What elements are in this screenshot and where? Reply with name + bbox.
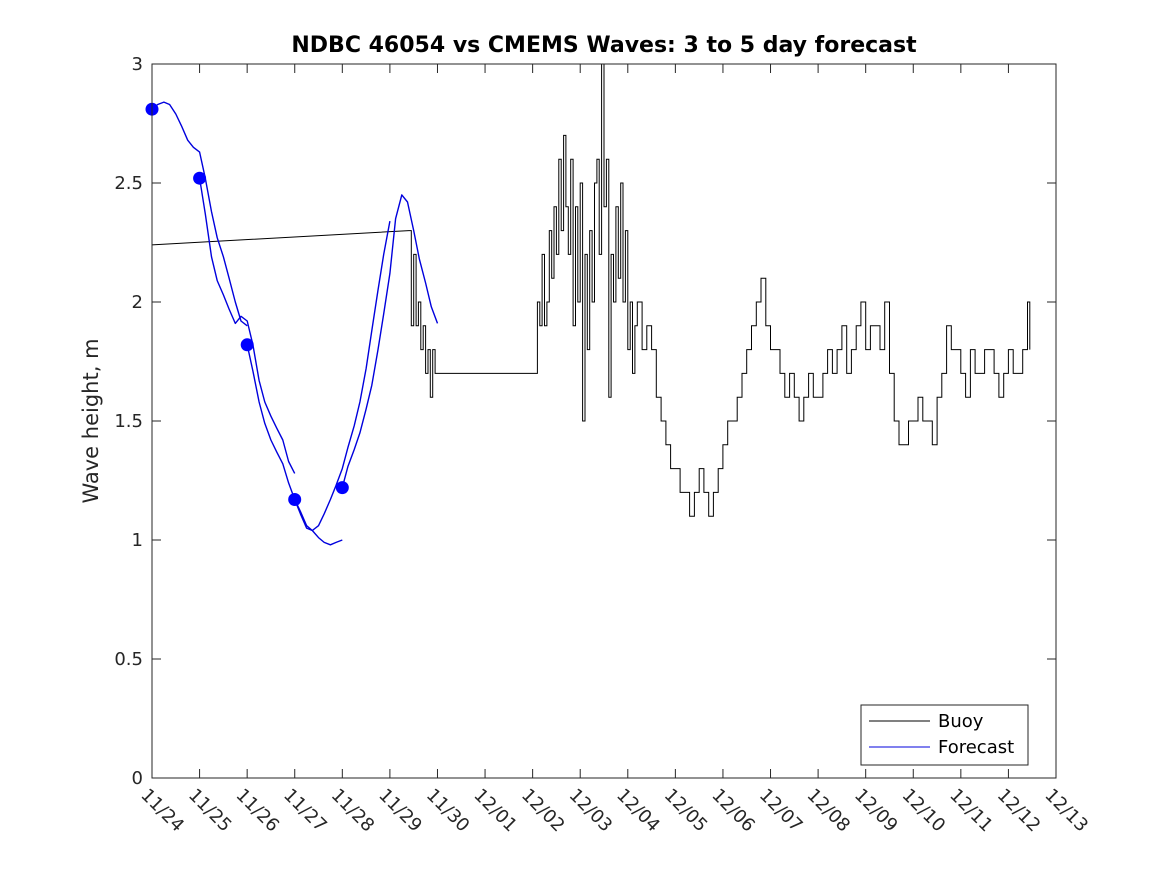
forecast-series-line-1 <box>151 101 248 327</box>
forecast-series-line-2 <box>198 178 296 474</box>
buoy-series-line <box>151 63 1031 517</box>
legend-label-buoy: Buoy <box>938 711 984 732</box>
forecast-marker-3 <box>240 338 254 352</box>
y-tick-label: 0.5 <box>114 649 143 670</box>
forecast-marker-5 <box>335 481 349 495</box>
forecast-marker-4 <box>288 493 302 506</box>
forecast-series-line-5 <box>341 194 439 488</box>
y-tick-label: 2.5 <box>114 173 143 194</box>
y-tick-label: 1.5 <box>114 411 143 432</box>
forecast-marker-2 <box>193 171 207 185</box>
y-axis-label: Wave height, m <box>79 338 103 503</box>
legend-label-forecast: Forecast <box>938 737 1014 758</box>
chart-title: NDBC 46054 vs CMEMS Waves: 3 to 5 day fo… <box>291 33 917 58</box>
y-tick-label: 3 <box>132 54 143 75</box>
y-tick-label: 0 <box>132 768 143 789</box>
legend-box <box>860 704 1029 766</box>
y-tick-label: 1 <box>132 530 143 551</box>
legend: Buoy Forecast <box>860 704 1029 766</box>
y-tick-label: 2 <box>132 292 143 313</box>
forecast-series-line-4 <box>294 220 391 532</box>
